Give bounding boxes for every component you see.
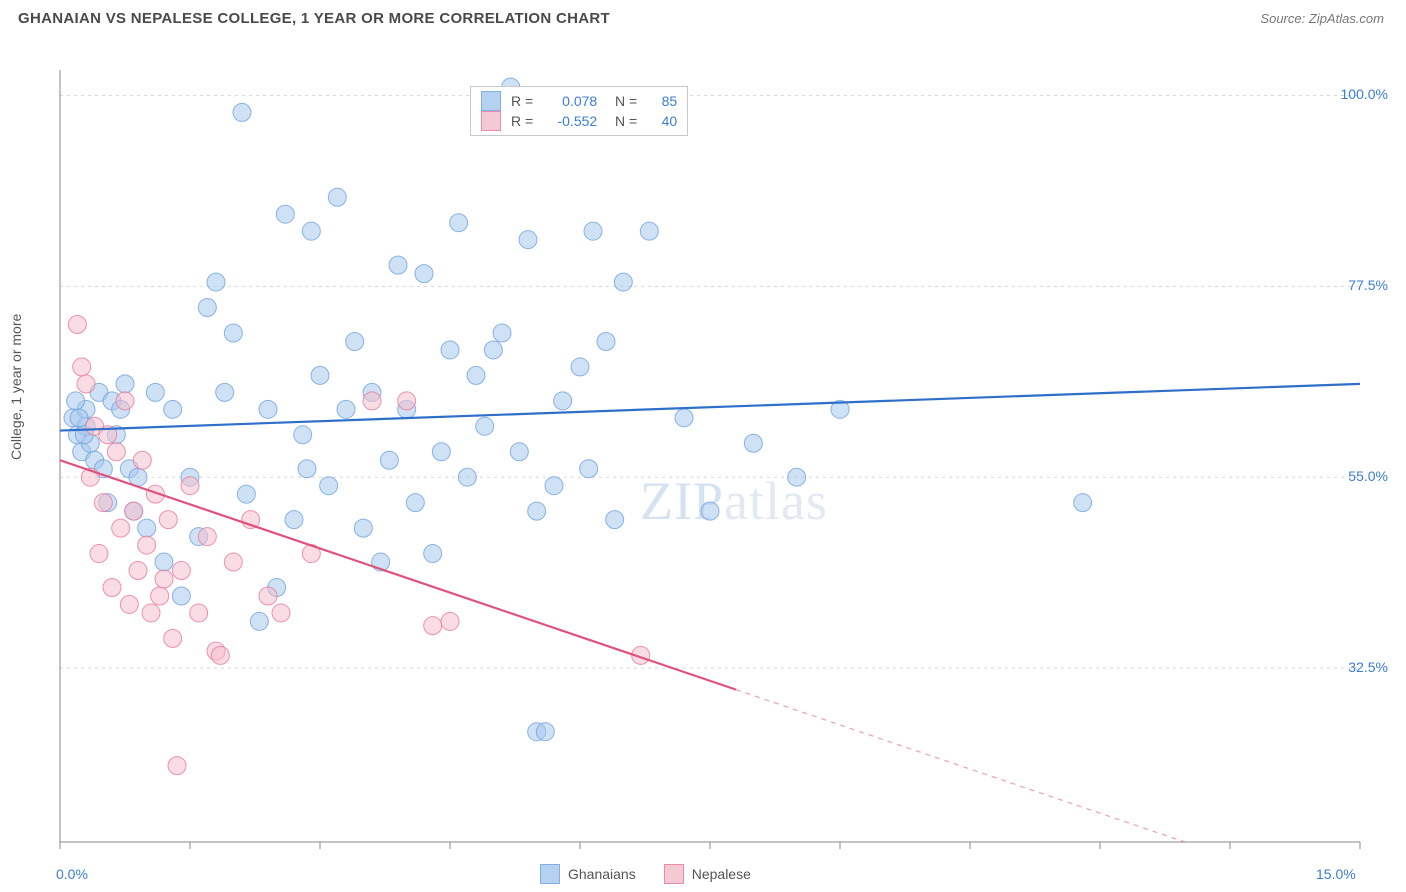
y-tick-label: 77.5% bbox=[1348, 277, 1388, 293]
legend-item-nepalese: Nepalese bbox=[664, 864, 751, 884]
legend-row-ghanaians: R = 0.078 N = 85 bbox=[481, 91, 677, 111]
n-label: N = bbox=[607, 113, 637, 129]
legend-label-ghanaians: Ghanaians bbox=[568, 866, 636, 882]
swatch-nepalese bbox=[664, 864, 684, 884]
source-link[interactable]: ZipAtlas.com bbox=[1309, 11, 1384, 26]
series-legend: Ghanaians Nepalese bbox=[540, 864, 751, 884]
legend-item-ghanaians: Ghanaians bbox=[540, 864, 636, 884]
r-label: R = bbox=[511, 113, 533, 129]
x-tick-label: 0.0% bbox=[56, 866, 88, 882]
n-value-nepalese: 40 bbox=[647, 113, 677, 129]
r-label: R = bbox=[511, 93, 533, 109]
chart-source: Source: ZipAtlas.com bbox=[1260, 11, 1384, 26]
y-tick-label: 55.0% bbox=[1348, 468, 1388, 484]
scatter-plot-svg bbox=[0, 40, 1406, 892]
y-tick-label: 32.5% bbox=[1348, 659, 1388, 675]
correlation-legend: R = 0.078 N = 85 R = -0.552 N = 40 bbox=[470, 86, 688, 136]
legend-row-nepalese: R = -0.552 N = 40 bbox=[481, 111, 677, 131]
swatch-nepalese bbox=[481, 111, 501, 131]
swatch-ghanaians bbox=[481, 91, 501, 111]
swatch-ghanaians bbox=[540, 864, 560, 884]
legend-label-nepalese: Nepalese bbox=[692, 866, 751, 882]
x-tick-label: 15.0% bbox=[1316, 866, 1356, 882]
r-value-ghanaians: 0.078 bbox=[543, 93, 597, 109]
r-value-nepalese: -0.552 bbox=[543, 113, 597, 129]
chart-area: College, 1 year or more ZIPatlas R = 0.0… bbox=[0, 40, 1406, 892]
n-label: N = bbox=[607, 93, 637, 109]
y-tick-label: 100.0% bbox=[1341, 86, 1388, 102]
n-value-ghanaians: 85 bbox=[647, 93, 677, 109]
chart-title: GHANAIAN VS NEPALESE COLLEGE, 1 YEAR OR … bbox=[18, 10, 610, 27]
source-label: Source: bbox=[1260, 11, 1305, 26]
